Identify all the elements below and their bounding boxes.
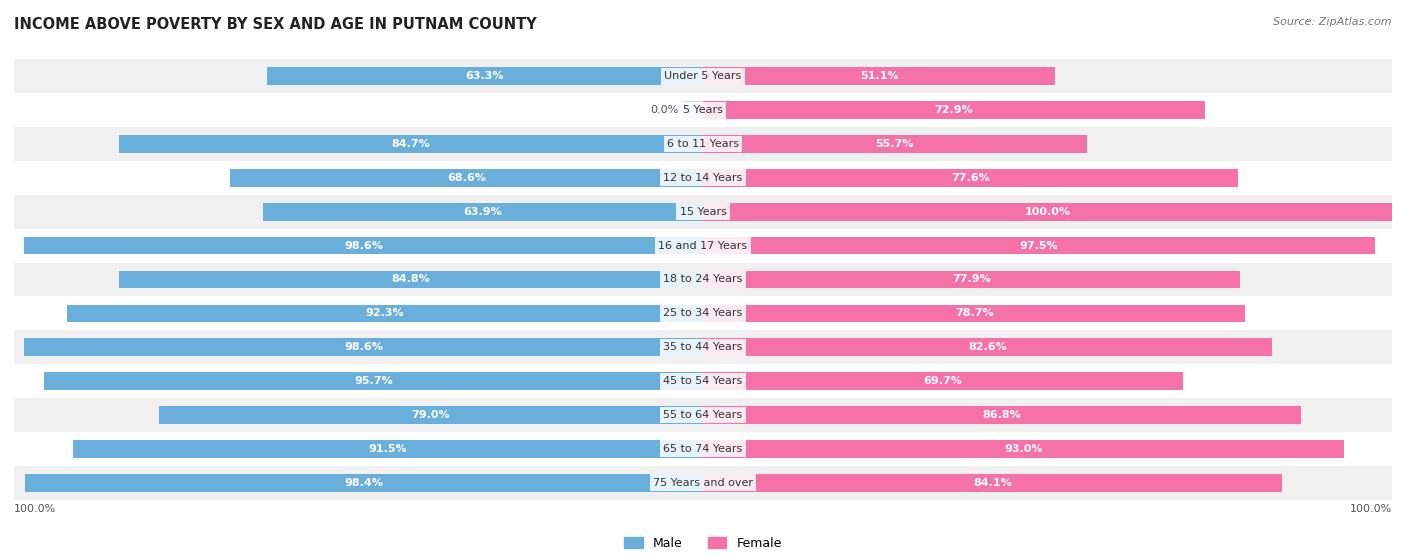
Text: 97.5%: 97.5% [1019,240,1059,250]
Bar [267,68,703,85]
Text: 92.3%: 92.3% [366,309,405,319]
Text: 95.7%: 95.7% [354,376,392,386]
Bar [0,93,1406,127]
Text: 51.1%: 51.1% [860,71,898,81]
Bar [0,466,1406,500]
Text: 82.6%: 82.6% [969,342,1007,352]
Bar [703,305,1246,322]
Bar [703,68,1054,85]
Bar [703,440,1344,458]
Text: 55 to 64 Years: 55 to 64 Years [664,410,742,420]
Text: 100.0%: 100.0% [14,504,56,514]
Bar [67,305,703,322]
Bar [0,161,1406,195]
Bar [0,229,1406,263]
Text: 0.0%: 0.0% [651,105,679,115]
Bar [0,398,1406,432]
Text: 68.6%: 68.6% [447,173,486,183]
Text: 78.7%: 78.7% [955,309,994,319]
Text: 100.0%: 100.0% [1350,504,1392,514]
Text: 93.0%: 93.0% [1004,444,1043,454]
Text: 84.8%: 84.8% [391,274,430,285]
Bar [703,135,1087,153]
Bar [159,406,703,424]
Bar [24,338,703,356]
Text: 25 to 34 Years: 25 to 34 Years [664,309,742,319]
Text: 18 to 24 Years: 18 to 24 Years [664,274,742,285]
Bar [703,372,1184,390]
Text: 69.7%: 69.7% [924,376,963,386]
Bar [118,271,703,288]
Bar [703,237,1375,254]
Text: 77.6%: 77.6% [950,173,990,183]
Text: 15 Years: 15 Years [679,207,727,217]
Text: INCOME ABOVE POVERTY BY SEX AND AGE IN PUTNAM COUNTY: INCOME ABOVE POVERTY BY SEX AND AGE IN P… [14,17,537,32]
Bar [703,169,1237,187]
Bar [0,432,1406,466]
Text: 5 Years: 5 Years [683,105,723,115]
Text: 16 and 17 Years: 16 and 17 Years [658,240,748,250]
Bar [25,474,703,491]
Bar [263,203,703,221]
Text: 86.8%: 86.8% [983,410,1021,420]
Bar [703,406,1301,424]
Text: Source: ZipAtlas.com: Source: ZipAtlas.com [1274,17,1392,27]
Bar [73,440,703,458]
Text: 77.9%: 77.9% [952,274,991,285]
Bar [703,271,1240,288]
Bar [703,338,1272,356]
Text: 45 to 54 Years: 45 to 54 Years [664,376,742,386]
Text: 72.9%: 72.9% [935,105,973,115]
Text: 75 Years and over: 75 Years and over [652,478,754,488]
Text: 35 to 44 Years: 35 to 44 Years [664,342,742,352]
Text: 65 to 74 Years: 65 to 74 Years [664,444,742,454]
Bar [120,135,703,153]
Text: 98.4%: 98.4% [344,478,384,488]
Text: 84.1%: 84.1% [973,478,1012,488]
Text: 63.3%: 63.3% [465,71,505,81]
Bar [0,296,1406,330]
Text: 91.5%: 91.5% [368,444,408,454]
Bar [703,101,1205,119]
Text: 63.9%: 63.9% [464,207,502,217]
Text: 98.6%: 98.6% [344,342,382,352]
Bar [703,203,1392,221]
Text: 6 to 11 Years: 6 to 11 Years [666,139,740,149]
Bar [0,59,1406,93]
Text: 12 to 14 Years: 12 to 14 Years [664,173,742,183]
Bar [682,101,703,119]
Bar [0,263,1406,296]
Bar [24,237,703,254]
Text: 100.0%: 100.0% [1025,207,1070,217]
Bar [44,372,703,390]
Bar [0,330,1406,364]
Text: Under 5 Years: Under 5 Years [665,71,741,81]
Text: 55.7%: 55.7% [876,139,914,149]
Text: 98.6%: 98.6% [344,240,382,250]
Bar [0,364,1406,398]
Bar [703,474,1282,491]
Text: 84.7%: 84.7% [392,139,430,149]
Bar [0,195,1406,229]
Bar [0,127,1406,161]
Text: 79.0%: 79.0% [412,410,450,420]
Bar [231,169,703,187]
Legend: Male, Female: Male, Female [619,532,787,555]
